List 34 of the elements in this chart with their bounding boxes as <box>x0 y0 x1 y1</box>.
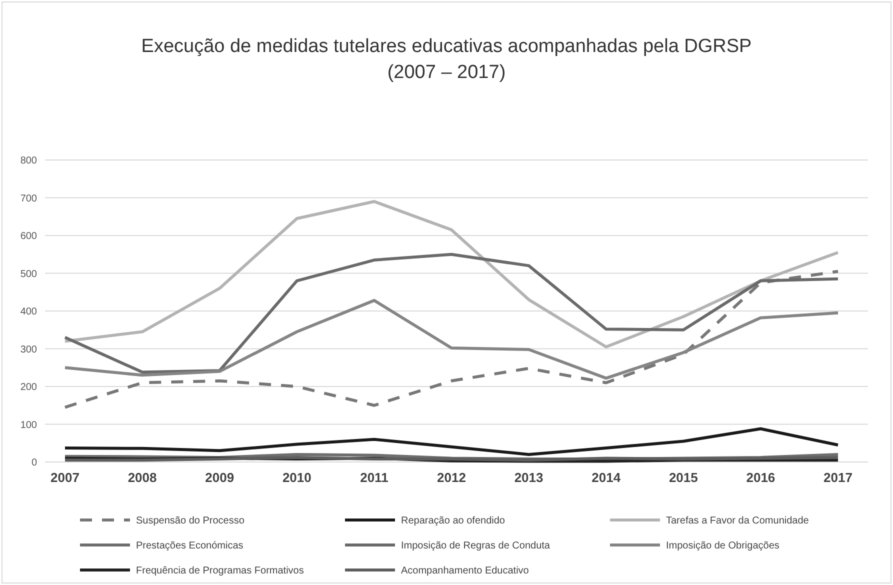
line-series <box>64 270 840 409</box>
x-tick-label: 2007 <box>50 470 80 485</box>
legend-label: Imposição de Regras de Conduta <box>401 540 550 552</box>
y-tick-label: 100 <box>20 420 38 431</box>
y-tick-label: 300 <box>20 344 38 356</box>
legend-label: Frequência de Programas Formativos <box>136 566 304 576</box>
y-tick-label: 400 <box>20 306 38 318</box>
x-tick-label: 2010 <box>282 470 312 485</box>
x-tick-label: 2016 <box>746 470 776 485</box>
line-series <box>64 427 840 456</box>
x-tick-label: 2013 <box>514 470 544 485</box>
line-series <box>64 200 840 348</box>
y-tick-label: 500 <box>20 268 38 280</box>
line-series <box>64 298 840 380</box>
legend-label: Tarefas a Favor da Comunidade <box>666 516 810 526</box>
y-tick-label: 800 <box>20 156 38 166</box>
legend-label: Prestações Económicas <box>136 540 244 552</box>
legend-label: Acompanhamento Educativo <box>401 566 530 576</box>
x-tick-label: 2014 <box>592 470 622 485</box>
legend-label: Reparação ao ofendido <box>401 516 506 526</box>
y-tick-label: 600 <box>20 231 38 242</box>
chart-title: Execução de medidas tutelares educativas acompanhadas pela DGRSP (2007 – 2017) <box>141 36 752 83</box>
legend-label: Suspensão do Processo <box>136 516 245 526</box>
x-tick-label: 2012 <box>437 470 466 485</box>
y-tick-label: 200 <box>20 382 38 393</box>
x-tick-label: 2017 <box>824 470 852 485</box>
y-tick-label: 700 <box>20 193 38 204</box>
legend-label: Imposição de Obrigações <box>666 540 780 552</box>
line-series <box>64 252 840 374</box>
y-tick-label: 0 <box>31 458 38 468</box>
x-tick-label: 2011 <box>360 470 388 485</box>
x-tick-label: 2015 <box>668 470 698 485</box>
x-tick-label: 2009 <box>205 470 234 485</box>
x-tick-label: 2008 <box>128 470 157 485</box>
